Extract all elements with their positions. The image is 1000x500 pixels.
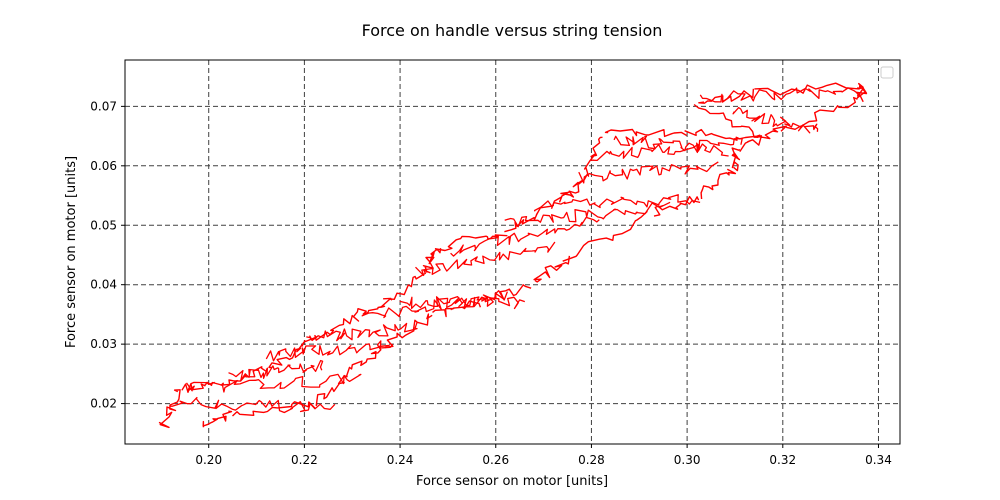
- series-trace-segment: [384, 313, 433, 349]
- series-trace-sweep: [504, 201, 671, 228]
- x-tick-label: 0.24: [387, 453, 414, 467]
- series-trace-segment: [181, 381, 216, 393]
- series-trace-segment: [303, 315, 353, 343]
- series-trace-segment: [700, 168, 737, 200]
- x-axis-ticks: 0.20 0.22 0.24 0.26 0.28 0.30 0.32 0.34: [195, 444, 892, 467]
- series-trace-sweep: [578, 161, 719, 184]
- y-tick-label: 0.04: [90, 278, 117, 292]
- series-trace-sweep: [265, 340, 394, 362]
- legend-box: [880, 66, 894, 79]
- series-trace-segment: [731, 147, 741, 172]
- series-trace-segment: [504, 204, 554, 233]
- y-tick-label: 0.05: [90, 218, 117, 232]
- y-tick-label: 0.02: [90, 397, 117, 411]
- series-trace-segment: [754, 82, 860, 96]
- series-trace-segment: [232, 401, 316, 417]
- y-tick-label: 0.07: [90, 99, 117, 113]
- series-trace-sweep: [415, 241, 556, 277]
- series-trace-segment: [422, 248, 442, 273]
- grid: [125, 60, 900, 444]
- y-axis-ticks: 0.02 0.03 0.04 0.05 0.06 0.07: [90, 99, 125, 411]
- series-trace-segment: [550, 180, 583, 209]
- series-trace-segment: [698, 88, 755, 104]
- series-trace-sweep: [533, 194, 701, 212]
- series-trace-segment: [202, 410, 233, 428]
- series-trace-sweep: [590, 137, 743, 162]
- series-trace-segment: [351, 297, 392, 322]
- series-trace-segment: [562, 210, 648, 262]
- series-trace-segment: [268, 341, 305, 369]
- plot-frame: [124, 59, 901, 445]
- x-axis-label: Force sensor on motor [units]: [416, 474, 608, 489]
- series-trace-segment: [693, 103, 759, 138]
- series-trace-segment: [684, 128, 761, 141]
- series-trace-sweep: [399, 295, 526, 310]
- series-trace-sweep: [732, 106, 819, 134]
- chart-title: Force on handle versus string tension: [362, 21, 663, 40]
- x-tick-label: 0.32: [769, 453, 796, 467]
- series-trace-sweep: [699, 87, 860, 103]
- series-trace-segment: [345, 344, 390, 377]
- x-tick-label: 0.26: [482, 453, 509, 467]
- x-tick-label: 0.34: [865, 453, 892, 467]
- series-trace-sweep: [450, 216, 600, 257]
- series-trace-segment: [533, 255, 571, 283]
- series-trace-sweep: [170, 396, 336, 414]
- x-tick-label: 0.30: [674, 453, 701, 467]
- x-tick-label: 0.28: [578, 453, 605, 467]
- series-trace-sweep: [185, 373, 362, 393]
- series-trace-segment: [604, 128, 688, 138]
- y-tick-label: 0.03: [90, 337, 117, 351]
- series-trace-segment: [158, 389, 181, 429]
- series-trace-segment: [739, 125, 787, 152]
- series-trace-segment: [480, 284, 532, 303]
- series-trace-sweep: [228, 359, 324, 382]
- series-layer: [158, 82, 868, 429]
- series-trace-segment: [389, 269, 431, 301]
- y-axis-label: Force sensor on motor [units]: [64, 156, 79, 348]
- series-trace-sweep: [613, 135, 729, 157]
- y-tick-label: 0.06: [90, 159, 117, 173]
- x-tick-label: 0.22: [291, 453, 318, 467]
- series-trace-segment: [434, 234, 508, 252]
- x-tick-label: 0.20: [195, 453, 222, 467]
- series-trace-sweep: [306, 322, 418, 342]
- series-trace-segment: [315, 374, 348, 407]
